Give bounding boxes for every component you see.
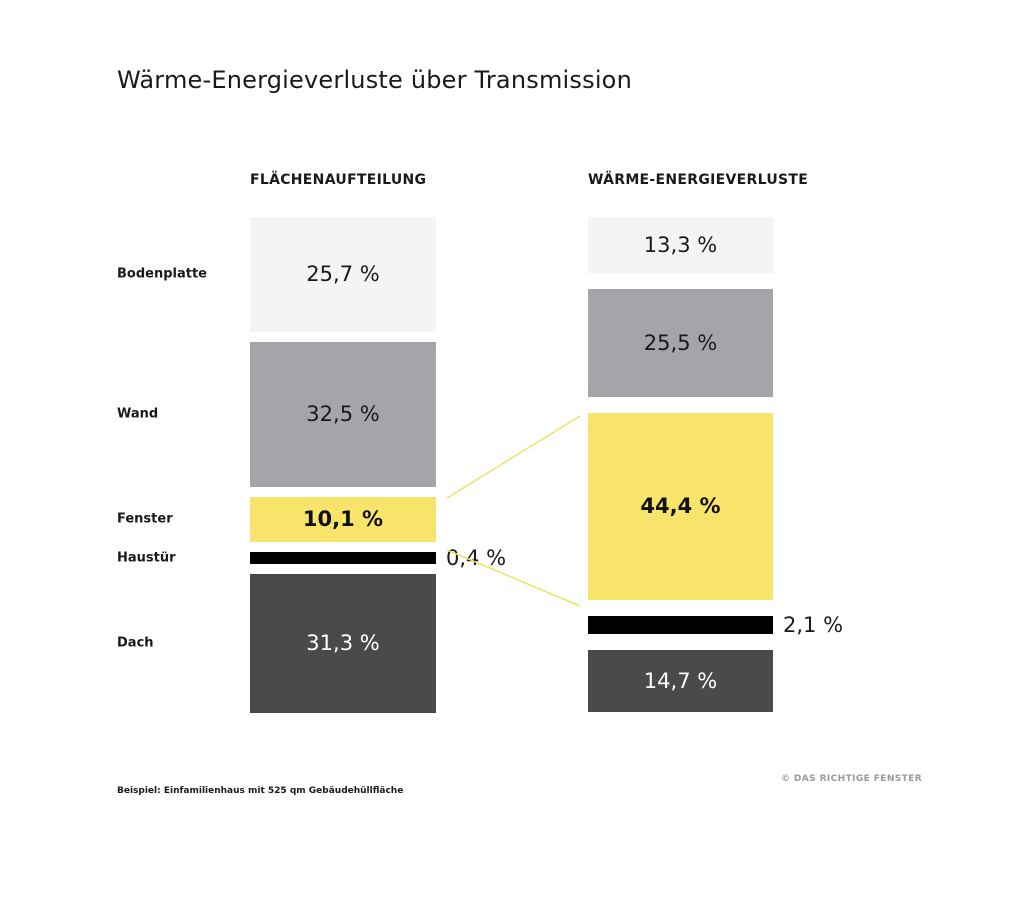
bar-segment-1-bodenplatte: 13,3 % [588,217,773,274]
bar-segment-0-bodenplatte: 25,7 % [250,217,436,332]
column-header-flaechenaufteilung: FLÄCHENAUFTEILUNG [250,172,427,188]
bar-segment-0-fenster: 10,1 % [250,496,436,542]
bar-segment-1-wand: 25,5 % [588,289,773,397]
bar-segment-0-haustür [250,551,436,564]
bar-segment-0-wand: 32,5 % [250,341,436,487]
category-label-haustür: Haustür [117,550,176,566]
data-label-0-haustür: 0,4 % [446,545,507,570]
category-label-wand: Wand [117,406,159,422]
bar-segment-0-dach: 31,3 % [250,573,436,714]
category-label-dach: Dach [117,635,154,651]
data-label-1-haustür: 2,1 % [783,613,844,638]
column-header-waerme-energieverluste: WÄRME-ENERGIEVERLUSTE [588,172,809,188]
category-label-fenster: Fenster [117,511,173,527]
bar-segment-1-dach: 14,7 % [588,650,773,713]
bar-segment-1-haustür [588,616,773,635]
connector-line-top [446,415,581,499]
connector-line-bottom [446,549,581,607]
chart-title: Wärme-Energieverluste über Transmission [117,66,632,94]
category-label-bodenplatte: Bodenplatte [117,266,207,282]
bar-segment-1-fenster: 44,4 % [588,412,773,601]
credit: © DAS RICHTIGE FENSTER [781,774,923,784]
footnote: Beispiel: Einfamilienhaus mit 525 qm Geb… [117,786,404,796]
